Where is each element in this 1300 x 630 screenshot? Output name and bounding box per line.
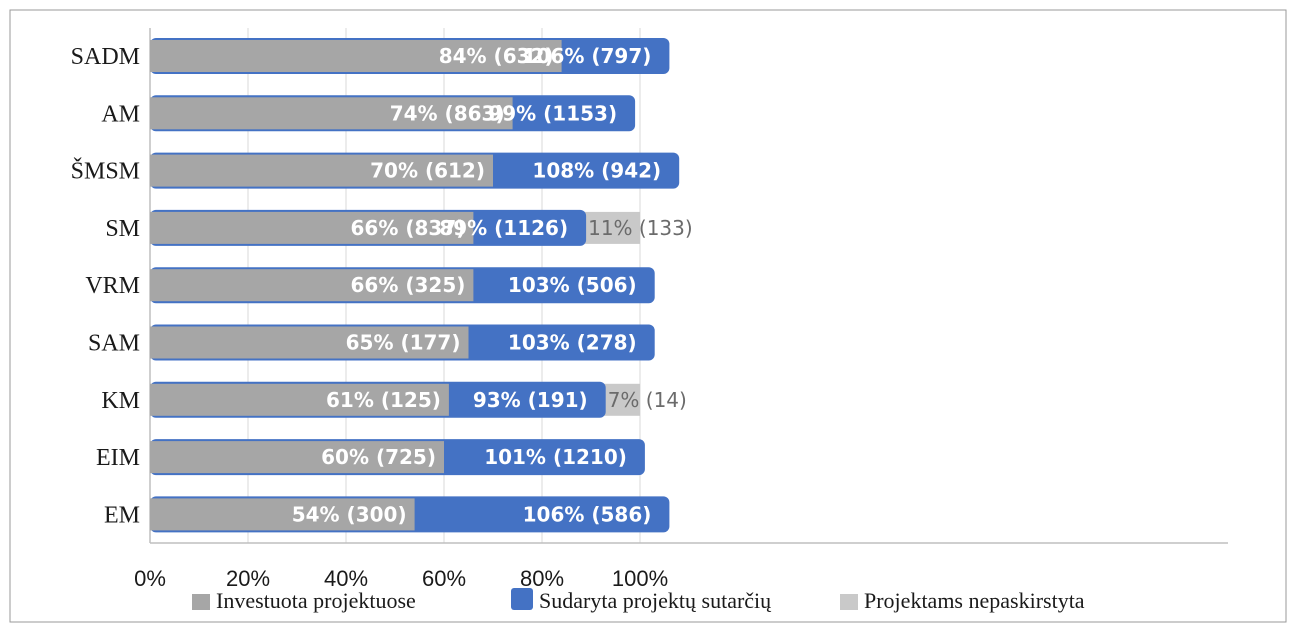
legend-entry: Sudaryta projektų sutarčių — [539, 588, 772, 613]
bar-invested — [150, 383, 449, 416]
bar-unassigned — [601, 383, 640, 416]
category-label: AM — [101, 101, 140, 127]
chart-frame — [9, 9, 1287, 623]
data-label-invested: 61% (125) — [326, 388, 441, 412]
legend-entry: Investuota projektuose — [216, 588, 416, 613]
data-label-invested: 66% (837) — [351, 216, 466, 240]
data-label-invested: 54% (300) — [292, 502, 407, 526]
bar-invested — [150, 498, 415, 531]
category-label: KM — [101, 388, 140, 414]
data-label-contracted: 106% (586) — [523, 502, 652, 526]
data-label-invested: 70% (612) — [370, 159, 485, 183]
category-label: SAM — [88, 331, 140, 357]
bar-invested — [150, 326, 469, 359]
category-label: VRM — [85, 273, 140, 299]
data-label-contracted: 101% (1210) — [484, 445, 627, 469]
x-tick-label: 60% — [422, 566, 466, 591]
legend-swatch — [192, 594, 210, 610]
x-tick-label: 100% — [612, 566, 668, 591]
data-label-contracted: 108% (942) — [532, 159, 661, 183]
x-tick-label: 20% — [226, 566, 270, 591]
category-label: SM — [105, 216, 140, 242]
data-label-contracted: 103% (506) — [508, 273, 637, 297]
x-tick-label: 40% — [324, 566, 368, 591]
data-label-invested: 74% (863) — [390, 101, 505, 125]
bar-invested — [150, 40, 562, 72]
category-label: SADM — [71, 44, 140, 70]
x-tick-label: 80% — [520, 566, 564, 591]
data-label-contracted: 106% (797) — [523, 44, 652, 68]
bar-invested — [150, 211, 474, 244]
category-label: EIM — [96, 445, 140, 471]
legend-swatch — [840, 594, 858, 610]
data-label-contracted: 103% (278) — [508, 331, 637, 355]
data-label-contracted: 93% (191) — [473, 388, 588, 412]
legend-entry: Projektams nepaskirstyta — [864, 588, 1085, 613]
data-label-contracted: 89% (1126) — [439, 216, 568, 240]
category-label: EM — [104, 502, 140, 528]
bar-invested — [150, 154, 493, 187]
x-tick-label: 0% — [134, 566, 166, 591]
bar-unassigned — [582, 211, 640, 244]
bar-invested — [150, 97, 513, 130]
legend-swatch — [511, 588, 533, 610]
bar-invested — [150, 441, 444, 474]
data-label-invested: 66% (325) — [351, 273, 466, 297]
category-label: ŠMSM — [71, 158, 140, 185]
data-label-unassigned: 7% (14) — [608, 388, 687, 412]
data-label-invested: 84% (632) — [439, 44, 554, 68]
data-label-invested: 60% (725) — [321, 445, 436, 469]
bar-invested — [150, 269, 474, 302]
data-label-unassigned: 11% (133) — [588, 216, 693, 240]
data-label-contracted: 99% (1153) — [488, 101, 617, 125]
data-label-invested: 65% (177) — [346, 331, 461, 355]
